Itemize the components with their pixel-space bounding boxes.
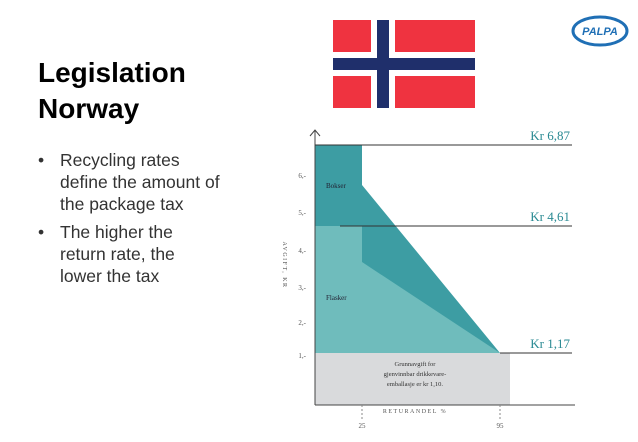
bullet-marker: • bbox=[38, 222, 44, 242]
level-label: Kr 1,17 bbox=[530, 336, 570, 351]
title-line: Legislation bbox=[38, 57, 186, 88]
y-axis-label: AVGIFT, KR bbox=[281, 241, 287, 288]
x-axis-label: RETURANDEL % bbox=[383, 409, 447, 415]
base-note: emballasje er kr 1,10. bbox=[387, 381, 444, 388]
region-label: Flasker bbox=[326, 294, 347, 302]
base-note: gjenvinnbar drikkevare- bbox=[384, 371, 447, 378]
y-tick-label: 1,- bbox=[298, 352, 306, 360]
region-label: Bokser bbox=[326, 182, 347, 190]
y-tick-label: 2,- bbox=[298, 319, 306, 327]
figure bbox=[309, 129, 575, 420]
level-label: Kr 4,61 bbox=[530, 209, 570, 224]
bullet-marker: • bbox=[38, 150, 44, 170]
level-label: Kr 6,87 bbox=[530, 128, 570, 143]
bullet-text: Recycling rates define the amount of the p… bbox=[60, 150, 220, 214]
x-tick-label: 95 bbox=[497, 422, 505, 430]
y-tick-label: 6,- bbox=[298, 172, 306, 180]
flag bbox=[333, 20, 475, 108]
y-tick-label: 3,- bbox=[298, 284, 306, 292]
title-line: Norway bbox=[38, 93, 140, 124]
base-note: Grunnavgift for bbox=[395, 361, 437, 368]
x-tick-label: 25 bbox=[359, 422, 367, 430]
y-tick-label: 4,- bbox=[298, 247, 306, 255]
y-tick-label: 5,- bbox=[298, 209, 306, 217]
logo-text: PALPA bbox=[582, 26, 618, 38]
logo: PALPA bbox=[571, 15, 629, 47]
bullet-text: The higher the return rate, the lower the … bbox=[60, 222, 175, 286]
